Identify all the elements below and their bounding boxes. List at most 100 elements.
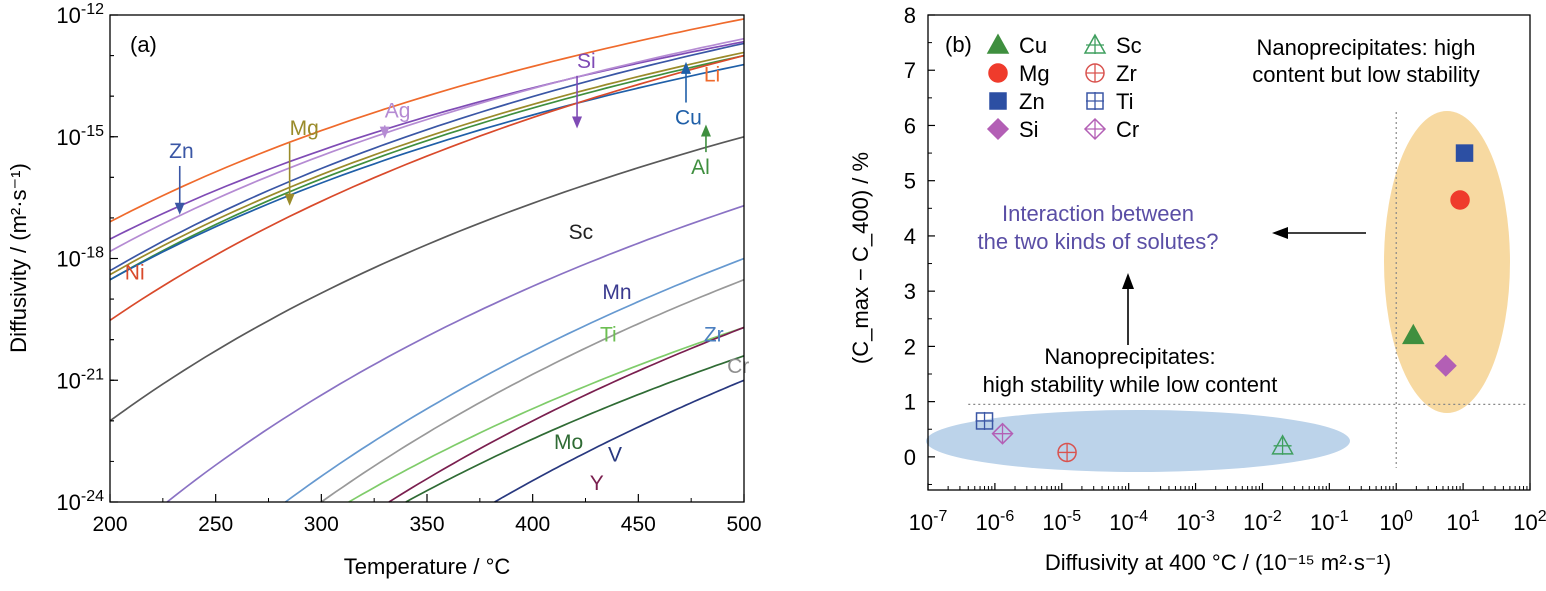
series-label-cu: Cu (675, 107, 702, 130)
a-x-tick-label: 200 (92, 513, 127, 536)
point-zn (1455, 144, 1474, 162)
b-panel-label: (b) (945, 32, 972, 57)
b-y-tick-label: 4 (904, 224, 916, 249)
b-y-tick-label: 0 (904, 445, 916, 470)
a-x-tick-label: 250 (198, 513, 233, 536)
a-x-tick-label: 500 (726, 513, 761, 536)
arrow-head-al (700, 124, 711, 137)
legend-label-zr: Zr (1116, 61, 1137, 86)
series-label-si: Si (577, 50, 596, 73)
legend-label-mg: Mg (1019, 61, 1050, 86)
point-sc (1271, 434, 1294, 455)
series-line-li (109, 18, 745, 223)
legend-marker-zn (989, 92, 1007, 110)
a-x-tick-label: 400 (515, 513, 550, 536)
legend-label-zn: Zn (1019, 89, 1045, 114)
series-line-y (388, 326, 745, 503)
b-x-tick-label: 101 (1446, 508, 1479, 535)
a-x-axis-label: Temperature / °C (344, 554, 511, 579)
b-x-ticks: 10-7 10-6 10-5 10-4 10-3 10-2 10-1 100 101 102 (909, 483, 1546, 535)
series-label-sc: Sc (569, 221, 594, 244)
legend-label-cr: Cr (1116, 117, 1139, 142)
marker-shape (1450, 190, 1470, 210)
series-line-mo (405, 354, 745, 503)
a-plot-frame (109, 14, 745, 503)
b-annotation-bottom-line2: high stability while low content (983, 372, 1278, 397)
panel-b: 10-7 10-6 10-5 10-4 10-3 10-2 10-1 100 101 102 0 1… (848, 3, 1546, 575)
b-arrow-up-head (1122, 273, 1134, 289)
b-legend: Cu Mg Zn Si Sc Zr Ti Cr (986, 33, 1142, 142)
point-ti (975, 411, 994, 430)
marker-shape (989, 92, 1007, 110)
series-line-mn (166, 204, 745, 503)
series-label-y: Y (590, 472, 604, 495)
b-arrow-left-head (1272, 227, 1288, 239)
point-zr (1057, 442, 1077, 463)
b-y-tick-label: 1 (904, 390, 916, 415)
b-y-ticks: 0 1 2 3 4 5 6 7 8 (904, 3, 935, 485)
a-x-tick-label: 450 (621, 513, 656, 536)
b-y-axis-label: (C_max − C_400) / % (848, 152, 873, 364)
series-line-al (109, 54, 745, 281)
legend-marker-sc (1083, 33, 1107, 54)
b-x-tick-label: 10-7 (909, 508, 948, 535)
series-label-ti: Ti (600, 324, 617, 347)
b-y-tick-label: 7 (904, 58, 916, 83)
a-y-tick-label: 10-21 (56, 366, 104, 393)
series-line-cr (320, 278, 745, 503)
point-cu (1402, 323, 1425, 345)
b-x-tick-label: 102 (1513, 508, 1546, 535)
series-line-ni (109, 54, 745, 322)
series-label-zn: Zn (169, 140, 194, 163)
series-label-zr: Zr (704, 324, 724, 347)
b-y-tick-label: 2 (904, 334, 916, 359)
b-x-tick-label: 10-4 (1109, 508, 1148, 535)
b-y-tick-label: 3 (904, 279, 916, 304)
a-x-ticks: 200 250 300 350 400 450 500 (92, 494, 762, 536)
b-x-axis-label: Diffusivity at 400 °C / (10⁻¹⁵ m²·s⁻¹) (1045, 550, 1391, 575)
b-x-tick-label: 10-5 (1042, 508, 1081, 535)
a-y-tick-label: 10-12 (56, 1, 104, 28)
legend-marker-cr (1083, 117, 1107, 141)
a-x-tick-label: 350 (409, 513, 444, 536)
series-label-al: Al (691, 156, 710, 179)
marker-shape (986, 117, 1010, 141)
b-x-tick-label: 10-6 (976, 508, 1015, 535)
legend-marker-mg (988, 63, 1008, 83)
a-panel-label: (a) (130, 32, 157, 57)
marker-shape (1455, 144, 1474, 162)
point-cr (991, 422, 1014, 445)
series-line-si (109, 40, 745, 240)
b-x-tick-label: 10-2 (1243, 508, 1282, 535)
series-label-cr: Cr (727, 355, 749, 378)
a-y-tick-label: 10-24 (56, 488, 104, 515)
series-line-ti (348, 326, 745, 503)
legend-label-ti: Ti (1116, 89, 1134, 114)
series-line-mg (109, 51, 745, 276)
legend-marker-cu (986, 33, 1010, 54)
b-reference-lines (968, 112, 1528, 468)
series-label-li: Li (704, 63, 720, 86)
point-si (1434, 354, 1457, 377)
series-label-ni: Ni (125, 262, 145, 285)
a-y-axis-label: Diffusivity / (m²·s⁻¹) (6, 163, 31, 353)
b-annotation-middle-line2: the two kinds of solutes? (978, 229, 1219, 254)
b-high-stability-ellipse (926, 410, 1350, 472)
a-y-ticks: 10-24 10-21 10-18 10-15 10-12 (56, 1, 118, 515)
marker-shape (991, 422, 1014, 445)
legend-label-sc: Sc (1116, 33, 1142, 58)
b-data-points (975, 144, 1474, 463)
point-mg (1450, 190, 1470, 210)
arrow-head-cu (681, 61, 691, 74)
b-annotation-top-line2: content but low stability (1252, 62, 1479, 87)
marker-shape (1083, 117, 1107, 141)
b-x-tick-label: 100 (1380, 508, 1413, 535)
legend-label-si: Si (1019, 117, 1039, 142)
a-label-arrows (174, 61, 711, 215)
a-x-tick-label: 300 (304, 513, 339, 536)
marker-shape (986, 33, 1010, 54)
arrow-head-si (572, 116, 583, 129)
